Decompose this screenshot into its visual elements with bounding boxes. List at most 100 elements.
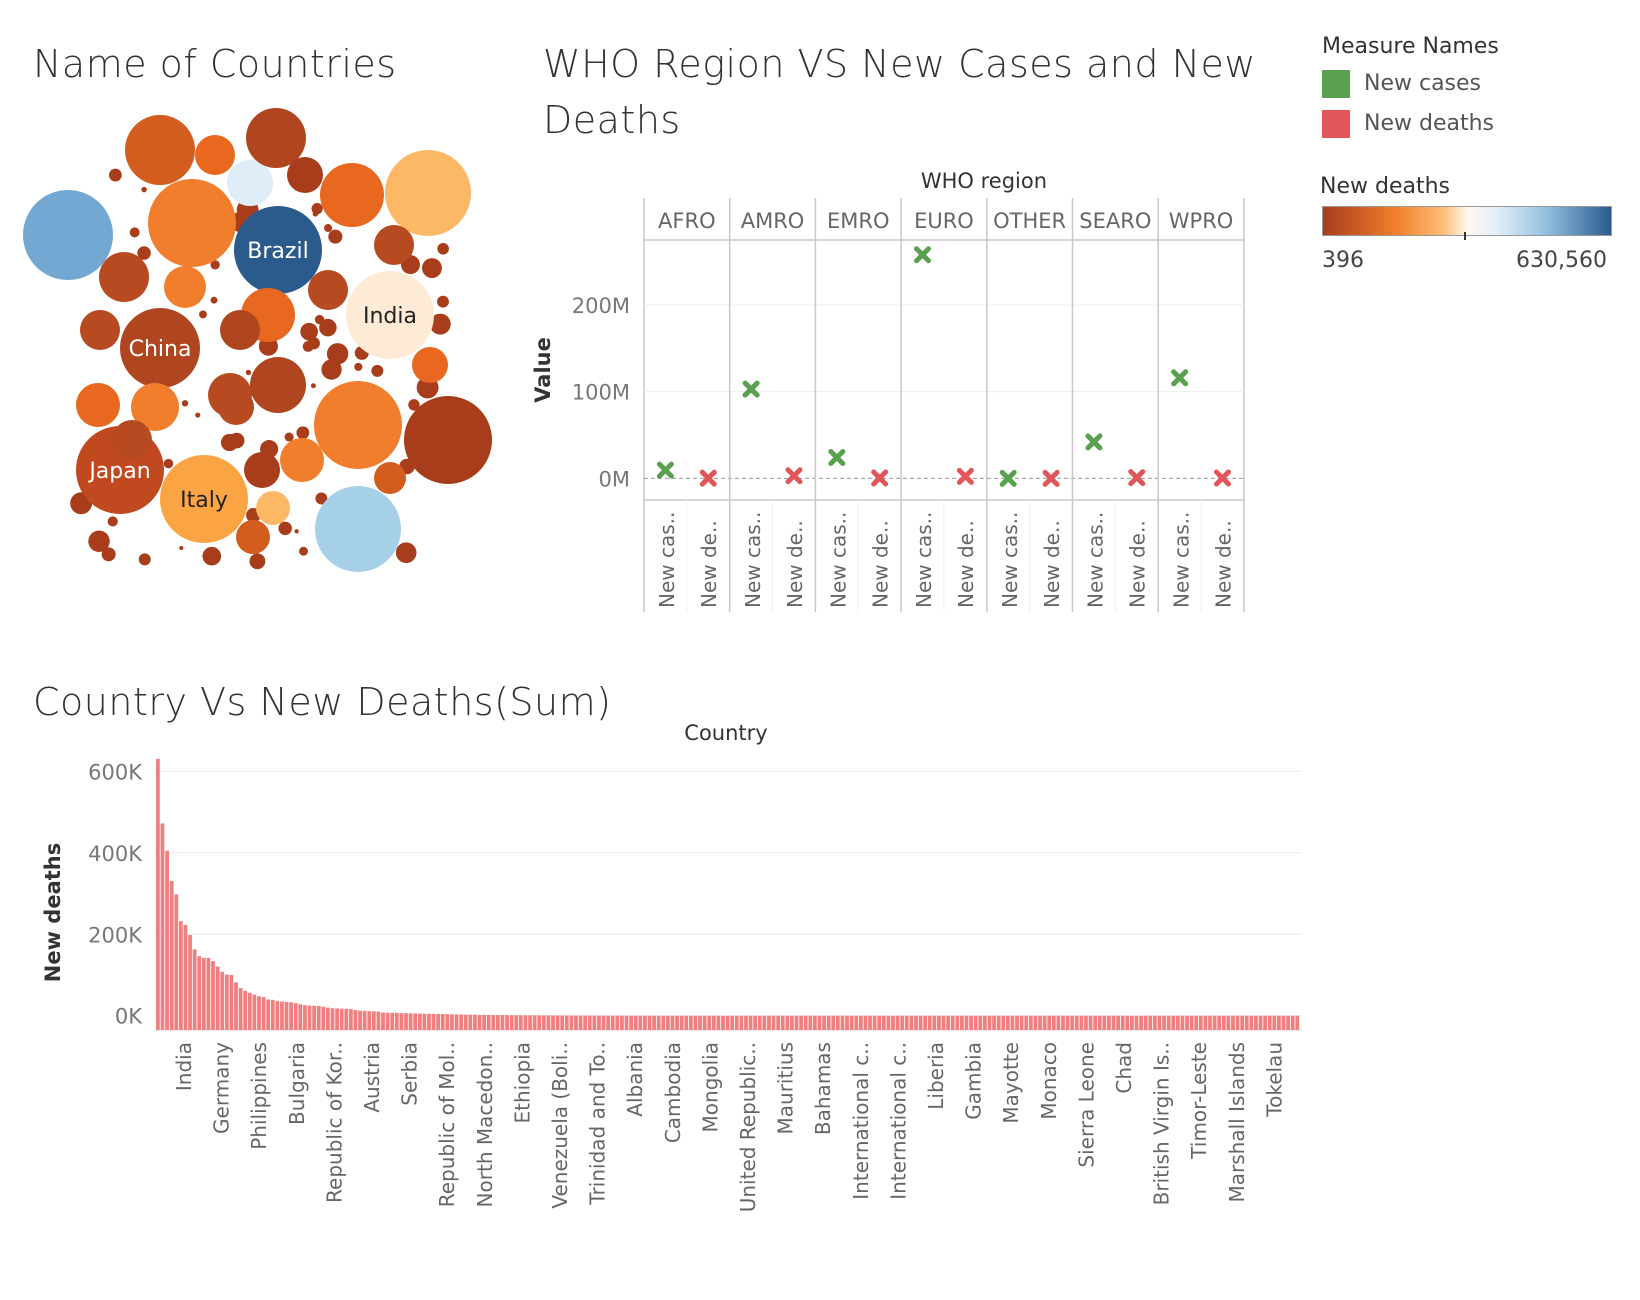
bar[interactable]: [1116, 1015, 1121, 1030]
bar[interactable]: [1221, 1015, 1226, 1030]
bubble[interactable]: [23, 190, 113, 280]
bar[interactable]: [1143, 1015, 1148, 1030]
bar[interactable]: [978, 1015, 983, 1030]
bar[interactable]: [358, 1010, 362, 1030]
bar[interactable]: [1171, 1015, 1176, 1030]
bar[interactable]: [491, 1015, 496, 1030]
bubble-small[interactable]: [101, 547, 116, 562]
bar[interactable]: [431, 1013, 436, 1030]
bar[interactable]: [799, 1015, 804, 1030]
bar[interactable]: [817, 1015, 822, 1030]
bar[interactable]: [206, 957, 211, 1030]
bar[interactable]: [289, 1002, 294, 1030]
bar[interactable]: [165, 850, 169, 1030]
bubble-china[interactable]: [120, 308, 200, 388]
bar[interactable]: [385, 1012, 390, 1030]
bar[interactable]: [698, 1015, 702, 1030]
bar[interactable]: [1212, 1015, 1217, 1030]
bar[interactable]: [1272, 1015, 1277, 1030]
bar[interactable]: [160, 823, 165, 1030]
bar[interactable]: [1162, 1015, 1166, 1030]
bar[interactable]: [808, 1015, 813, 1030]
bar[interactable]: [555, 1015, 560, 1030]
bar[interactable]: [711, 1015, 716, 1030]
bar[interactable]: [955, 1015, 960, 1030]
bar[interactable]: [964, 1015, 969, 1030]
bar[interactable]: [188, 935, 192, 1030]
bubble-small[interactable]: [310, 383, 316, 389]
bar[interactable]: [1281, 1015, 1286, 1030]
bar[interactable]: [891, 1015, 895, 1030]
bar[interactable]: [1102, 1015, 1107, 1030]
bar[interactable]: [734, 1015, 739, 1030]
bar[interactable]: [904, 1015, 909, 1030]
bar[interactable]: [868, 1015, 872, 1030]
bubble-small[interactable]: [437, 295, 449, 308]
bubble-small[interactable]: [245, 369, 252, 376]
bar[interactable]: [477, 1014, 482, 1030]
bar[interactable]: [450, 1014, 454, 1030]
bar[interactable]: [606, 1015, 611, 1030]
bar[interactable]: [564, 1015, 569, 1030]
bar[interactable]: [647, 1015, 652, 1030]
bar[interactable]: [229, 975, 234, 1030]
bubble-small[interactable]: [408, 399, 420, 411]
bar[interactable]: [348, 1009, 353, 1030]
bubble-small[interactable]: [163, 458, 174, 469]
bar[interactable]: [257, 996, 261, 1030]
bar[interactable]: [767, 1015, 771, 1030]
bubble-small[interactable]: [284, 432, 294, 442]
bubble[interactable]: [164, 266, 206, 308]
bar[interactable]: [1185, 1015, 1189, 1030]
bar[interactable]: [725, 1015, 730, 1030]
bar[interactable]: [1079, 1015, 1084, 1030]
bubble-small[interactable]: [210, 296, 218, 304]
bar[interactable]: [858, 1015, 863, 1030]
bubble[interactable]: [308, 270, 348, 310]
bar[interactable]: [822, 1015, 826, 1030]
bar[interactable]: [1047, 1015, 1052, 1030]
bubble-small[interactable]: [326, 343, 349, 365]
bubble-small[interactable]: [294, 529, 299, 534]
bar[interactable]: [224, 974, 229, 1030]
bubble-small[interactable]: [129, 227, 140, 238]
bar[interactable]: [220, 971, 225, 1030]
bar[interactable]: [624, 1015, 629, 1030]
bar[interactable]: [748, 1015, 753, 1030]
bubble-small[interactable]: [371, 364, 384, 377]
bar[interactable]: [574, 1015, 578, 1030]
bar[interactable]: [757, 1015, 762, 1030]
bar[interactable]: [1019, 1015, 1024, 1030]
bar[interactable]: [638, 1015, 643, 1030]
bar[interactable]: [1139, 1015, 1143, 1030]
bubble[interactable]: [131, 383, 179, 431]
bubble[interactable]: [315, 486, 401, 572]
bar[interactable]: [969, 1015, 973, 1030]
bar[interactable]: [927, 1015, 932, 1030]
bar[interactable]: [1175, 1015, 1180, 1030]
bar[interactable]: [739, 1015, 744, 1030]
bar[interactable]: [877, 1015, 882, 1030]
bar[interactable]: [417, 1013, 422, 1030]
bar[interactable]: [702, 1015, 707, 1030]
bar[interactable]: [298, 1004, 303, 1030]
bubble-small[interactable]: [249, 553, 266, 570]
bubble-small[interactable]: [296, 426, 310, 440]
bar[interactable]: [881, 1015, 886, 1030]
bar[interactable]: [937, 1015, 941, 1030]
bar[interactable]: [909, 1015, 914, 1030]
new-cases-marker-wpro[interactable]: [1171, 369, 1189, 387]
bar[interactable]: [780, 1015, 785, 1030]
bar[interactable]: [445, 1014, 450, 1030]
region-header-other[interactable]: OTHER: [993, 209, 1066, 233]
bubble-small[interactable]: [220, 433, 239, 452]
bubble[interactable]: [148, 179, 236, 267]
bar[interactable]: [569, 1015, 574, 1030]
bar[interactable]: [192, 949, 197, 1030]
bar[interactable]: [643, 1015, 647, 1030]
bar[interactable]: [413, 1013, 418, 1031]
bar[interactable]: [335, 1008, 339, 1030]
bubble[interactable]: [320, 163, 384, 227]
bar[interactable]: [1263, 1015, 1268, 1030]
bar[interactable]: [716, 1015, 721, 1030]
